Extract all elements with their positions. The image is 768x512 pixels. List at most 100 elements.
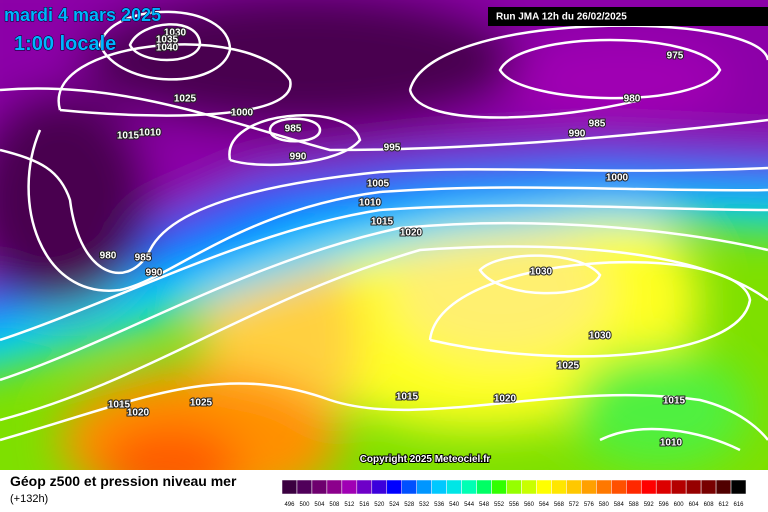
colorbar-cell [536, 479, 552, 495]
isobar-label: 1010 [139, 128, 162, 139]
isobar-label: 1025 [174, 94, 197, 105]
colorbar-cell [566, 479, 582, 495]
colorbar-cell [596, 479, 612, 495]
isobar-label: 1025 [190, 398, 213, 409]
isobar-label: 975 [667, 51, 684, 62]
colorbar-label: 584 [614, 502, 625, 508]
colorbar-cell [341, 479, 358, 495]
colorbar-cell [655, 479, 672, 495]
colorbar-cell [311, 479, 328, 495]
caption-title: Géop z500 et pression niveau mer [10, 473, 237, 489]
isobar-label: 1015 [108, 400, 131, 411]
isobar-label: 1015 [371, 217, 394, 228]
isobar-label: 980 [624, 94, 641, 105]
colorbar-label: 596 [659, 502, 670, 508]
colorbar-label: 588 [629, 502, 640, 508]
colorbar-label: 612 [719, 502, 730, 508]
isobar-label: 1020 [400, 228, 423, 239]
isobar-label: 990 [569, 129, 586, 140]
time: 1:00 locale [14, 33, 116, 55]
colorbar-label: 576 [584, 502, 595, 508]
run-info: Run JMA 12h du 26/02/2025 [496, 12, 627, 23]
colorbar-label: 560 [524, 502, 535, 508]
colorbar-label: 532 [419, 502, 430, 508]
colorbar-label: 516 [359, 502, 370, 508]
isobar-label: 995 [384, 143, 401, 154]
colorbar-label: 500 [299, 502, 310, 508]
colorbar-cell [281, 479, 298, 495]
isobar-label: 1015 [663, 396, 686, 407]
isobar-label: 990 [146, 268, 163, 279]
colorbar-cell [386, 479, 402, 495]
isobar-label: 1040 [156, 43, 179, 54]
colorbar-label: 520 [374, 502, 385, 508]
isobar-label: 1015 [396, 392, 419, 403]
colorbar-label: 504 [314, 502, 325, 508]
colorbar-label: 544 [464, 502, 475, 508]
copyright: Copyright 2025 Meteociel.fr [360, 454, 491, 465]
colorbar-label: 524 [389, 502, 400, 508]
isobar-label: 985 [589, 119, 606, 130]
colorbar-cell [476, 479, 492, 495]
colorbar-label: 548 [479, 502, 490, 508]
colorbar-cell [611, 479, 627, 495]
colorbar-label: 512 [344, 502, 355, 508]
colorbar-cell [506, 479, 522, 495]
colorbar-cell [446, 479, 462, 495]
isobar-label: 1030 [530, 267, 553, 278]
isobar-label: 1030 [164, 28, 187, 39]
isobar-label: 1015 [117, 131, 140, 142]
isobar-label: 1020 [127, 408, 150, 419]
run-box [488, 7, 768, 26]
colorbar-cell [326, 479, 343, 495]
colorbar-cell [491, 479, 507, 495]
isobar-label: 1020 [494, 394, 517, 405]
colorbar-label: 592 [644, 502, 655, 508]
colorbar-cell [416, 479, 432, 495]
colorbar-cell [581, 479, 597, 495]
colorbar-cell [670, 479, 687, 495]
colorbar-cell [431, 479, 447, 495]
colorbar-label: 536 [434, 502, 445, 508]
isobar-label: 1030 [589, 331, 612, 342]
caption-lead: (+132h) [10, 493, 48, 505]
isobar-label: 1000 [231, 108, 254, 119]
colorbar-cell [296, 479, 313, 495]
isobar-label: 980 [100, 251, 117, 262]
colorbar-cell [551, 479, 567, 495]
isobar-label: 1025 [557, 361, 580, 372]
colorbar-label: 608 [704, 502, 715, 508]
colorbar-cell [685, 479, 702, 495]
colorbar-label: 496 [284, 502, 295, 508]
colorbar-label: 616 [734, 502, 745, 508]
colorbar-cell [521, 479, 537, 495]
isobar-label: 1010 [359, 198, 382, 209]
isobar-label: 990 [290, 152, 307, 163]
colorbar-cell [640, 479, 657, 495]
isobar-label: 985 [135, 253, 152, 264]
isobar-label: 1010 [660, 438, 683, 449]
colorbar-label: 552 [494, 502, 505, 508]
colorbar-cell [700, 479, 717, 495]
colorbar-cell [461, 479, 477, 495]
date: mardi 4 mars 2025 [4, 5, 161, 25]
colorbar-cell [715, 479, 732, 495]
colorbar-label: 540 [449, 502, 460, 508]
colorbar-cell [356, 479, 373, 495]
colorbar-label: 528 [404, 502, 415, 508]
isobar-label: 985 [285, 124, 302, 135]
colorbar-label: 568 [554, 502, 565, 508]
isobar-label: 1000 [606, 173, 629, 184]
colorbar-label: 572 [569, 502, 580, 508]
colorbar-label: 556 [509, 502, 520, 508]
colorbar-cell [371, 479, 388, 495]
isobar-label: 1035 [156, 35, 179, 46]
colorbar-label: 580 [599, 502, 610, 508]
colorbar-label: 604 [689, 502, 700, 508]
colorbar-label: 508 [329, 502, 340, 508]
colorbar-label: 600 [674, 502, 685, 508]
colorbar-cell [401, 479, 417, 495]
colorbar-cell [730, 479, 747, 495]
